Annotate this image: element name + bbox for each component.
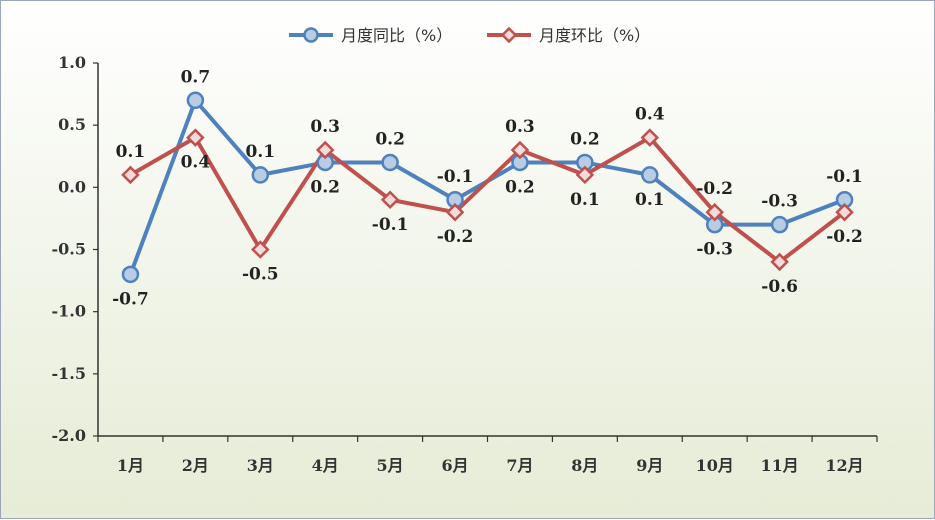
series-1-data-label: 0.1: [246, 142, 276, 162]
x-tick-label: 9月: [636, 456, 663, 475]
legend-marker-1: [303, 27, 319, 43]
series-2-point: [315, 140, 335, 160]
series-2-data-label: -0.6: [761, 277, 798, 297]
series-2-data-label: 0.4: [635, 105, 665, 125]
series-1-data-label: 0.2: [375, 129, 405, 149]
series-line-1: [128, 98, 846, 276]
y-tick-label: -1.0: [52, 302, 86, 321]
y-tick-label: 0.0: [58, 177, 86, 196]
x-tick-label: 1月: [117, 456, 144, 475]
series-1-data-label: 0.1: [635, 190, 665, 210]
legend-marker-2: [500, 26, 518, 44]
legend-label-1: 月度同比（%）: [341, 26, 452, 45]
series-2-point: [770, 252, 789, 272]
x-tick-label: 11月: [760, 456, 798, 475]
series-2-data-label: -0.5: [242, 265, 279, 285]
series-2-point: [835, 202, 854, 222]
x-tick-label: 10月: [696, 456, 734, 475]
x-tick-label: 12月: [825, 456, 863, 475]
series-1-point: [641, 166, 659, 184]
series-2-data-label: 0.1: [570, 190, 600, 210]
series-1-data-label: -0.3: [761, 192, 798, 212]
series-1-data-label: -0.3: [696, 240, 733, 260]
x-tick-label: 3月: [247, 456, 274, 475]
legend-label-2: 月度环比（%）: [539, 26, 650, 45]
series-2-data-label: -0.2: [826, 227, 863, 247]
x-tick-label: 2月: [182, 456, 209, 475]
series-2-data-label: 0.4: [181, 153, 211, 173]
series-2-data-label: 0.1: [116, 142, 146, 162]
series-1-data-label: 0.2: [310, 177, 340, 197]
y-tick-label: -2.0: [52, 426, 86, 445]
y-tick-label: 0.5: [58, 115, 86, 134]
series-2-point: [251, 240, 270, 259]
series-2-point: [640, 128, 660, 147]
series-2-data-label: 0.3: [310, 117, 340, 137]
series-2-point: [380, 190, 400, 210]
series-2-data-label: -0.2: [696, 179, 733, 199]
x-tick-label: 8月: [571, 456, 598, 475]
y-tick-label: -1.5: [52, 364, 86, 383]
series-1-data-label: -0.7: [112, 289, 149, 309]
series-2-point: [121, 165, 140, 185]
series-1-data-label: -0.1: [826, 167, 863, 187]
series-1-point: [770, 215, 789, 234]
series-1-data-label: 0.2: [505, 177, 535, 197]
series-1-data-label: -0.1: [437, 167, 474, 187]
series-1-point: [251, 166, 270, 184]
series-2-point: [705, 202, 724, 222]
series-2-point: [186, 128, 205, 147]
series-2-point: [510, 140, 530, 160]
series-2-point: [445, 202, 465, 222]
y-tick-label: 1.0: [58, 53, 86, 72]
series-1-point: [381, 153, 399, 172]
series-1-data-label: 0.2: [570, 129, 600, 149]
x-tick-label: 4月: [312, 456, 339, 475]
series-2-point: [575, 165, 595, 185]
x-tick-label: 6月: [441, 456, 468, 475]
series-2-data-label: -0.2: [437, 227, 474, 247]
series-line-2: [129, 135, 846, 264]
x-tick-label: 7月: [506, 456, 533, 475]
series-1-point: [186, 91, 205, 110]
series-2-data-label: -0.1: [372, 215, 409, 235]
x-tick-label: 5月: [377, 456, 404, 475]
series-1-data-label: 0.7: [181, 67, 211, 87]
y-tick-label: -0.5: [52, 240, 86, 259]
series-2-data-label: 0.3: [505, 117, 535, 137]
series-1-point: [121, 265, 140, 284]
